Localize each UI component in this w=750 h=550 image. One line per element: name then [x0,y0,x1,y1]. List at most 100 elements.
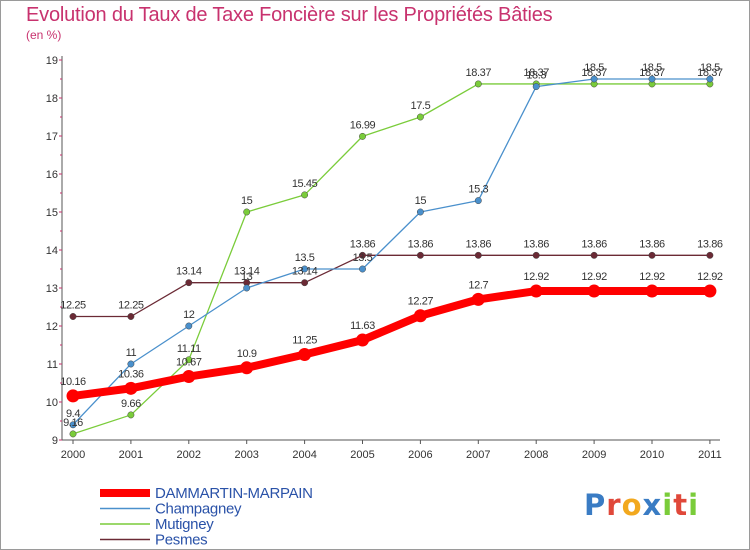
data-label-mutigney: 15.45 [292,178,318,190]
data-label-dammartin-marpain: 10.67 [176,357,202,369]
data-label-mutigney: 11.11 [177,343,201,355]
logo-letter: r [606,488,622,522]
y-tick-label: 11 [47,359,58,371]
data-point-champagney [706,75,714,83]
data-label-mutigney: 16.99 [350,119,376,131]
data-label-mutigney: 17.5 [410,100,430,112]
y-tick-label: 18 [46,93,58,105]
data-label-pesmes: 13.86 [350,238,376,250]
chart-legend: DAMMARTIN-MARPAINChampagneyMutigneyPesme… [100,485,313,549]
y-axis-unit-label: (en %) [26,28,62,42]
data-point-mutigney [243,208,251,216]
data-point-pesmes [127,313,135,320]
data-label-dammartin-marpain: 12.27 [408,296,434,308]
data-point-mutigney [69,430,77,438]
logo-letter: x [642,488,663,522]
data-point-dammartin-marpain [124,381,138,395]
logo-letter: t [673,488,689,522]
legend-label-champagney: Champagney [155,501,242,518]
data-label-dammartin-marpain: 11.25 [292,335,317,347]
data-point-dammartin-marpain [356,333,369,347]
data-label-pesmes: 13.86 [523,238,549,250]
data-label-pesmes: 12.25 [118,300,144,312]
x-tick-label: 2007 [466,449,490,461]
data-label-champagney: 15.3 [468,184,488,196]
x-tick-label: 2008 [524,449,548,461]
data-point-pesmes [706,251,714,259]
x-tick-label: 2004 [292,449,316,461]
data-label-pesmes: 12.25 [60,300,86,312]
data-label-mutigney: 18.37 [639,67,665,79]
data-label-champagney: 13.5 [353,252,373,264]
logo-letter: o [621,488,643,522]
data-point-champagney [416,208,424,216]
x-tick-label: 2006 [408,449,432,461]
data-label-dammartin-marpain: 12.92 [639,271,665,283]
legend-label-mutigney: Mutigney [155,516,214,533]
data-point-dammartin-marpain [529,284,543,298]
data-point-champagney [590,75,598,83]
data-point-pesmes [474,251,482,259]
data-point-champagney [185,322,193,330]
data-label-mutigney: 9.16 [63,417,83,429]
data-label-champagney: 12 [183,309,195,321]
data-label-champagney: 18.3 [526,70,546,82]
data-point-pesmes [590,251,598,259]
data-point-dammartin-marpain [645,284,659,298]
data-label-mutigney: 9.66 [121,398,141,410]
data-label-champagney: 11 [126,347,137,359]
y-tick-label: 10 [46,397,58,409]
data-point-pesmes [416,251,424,259]
data-label-dammartin-marpain: 10.16 [60,376,86,388]
series-line-mutigney [72,83,711,435]
data-point-dammartin-marpain [587,284,601,298]
data-label-mutigney: 15 [241,195,253,207]
data-label-champagney: 15 [415,195,427,207]
y-tick-label: 15 [46,207,58,219]
data-point-champagney [243,284,251,292]
logo-letter: i [688,488,700,522]
x-tick-label: 2011 [698,449,722,461]
data-label-dammartin-marpain: 12.92 [523,271,549,283]
x-tick-label: 2000 [61,449,85,461]
data-label-champagney: 9.4 [66,408,80,420]
data-point-champagney [301,265,309,273]
data-point-champagney [127,360,135,368]
data-label-mutigney: 18.37 [523,67,549,79]
y-tick-label: 14 [46,245,58,257]
logo-letter: P [584,488,607,522]
chart-series [66,75,717,438]
data-point-pesmes [301,279,309,287]
data-point-dammartin-marpain [703,284,717,298]
chart-title: Evolution du Taux de Taxe Foncière sur l… [26,4,553,26]
data-label-pesmes: 13.86 [466,238,492,250]
data-point-champagney [359,265,366,273]
proxiti-logo: Proxiti [584,488,699,522]
y-tick-label: 16 [46,169,58,181]
data-point-dammartin-marpain [298,348,312,361]
data-label-pesmes: 13.14 [176,266,202,278]
data-point-mutigney [301,191,309,199]
data-point-dammartin-marpain [413,309,427,323]
data-point-pesmes [185,279,193,287]
series-line-champagney [72,78,711,426]
data-point-pesmes [532,251,540,259]
data-label-dammartin-marpain: 12.7 [468,279,488,291]
data-point-pesmes [648,251,656,259]
y-tick-label: 17 [46,131,58,143]
data-label-pesmes: 13.14 [234,266,260,278]
data-point-pesmes [69,313,77,320]
data-label-mutigney: 18.37 [581,67,607,79]
x-tick-label: 2001 [119,449,143,461]
data-label-champagney: 18.5 [700,62,720,74]
data-point-dammartin-marpain [182,370,196,384]
data-label-pesmes: 13.86 [639,238,665,250]
data-label-mutigney: 18.37 [466,67,492,79]
series-line-pesmes [72,254,711,318]
data-point-champagney [532,83,540,91]
data-label-pesmes: 13.86 [408,238,434,250]
data-label-dammartin-marpain: 11.63 [350,320,375,332]
data-point-champagney [474,197,482,205]
data-label-dammartin-marpain: 12.92 [581,271,607,283]
logo-letter: i [662,488,674,522]
